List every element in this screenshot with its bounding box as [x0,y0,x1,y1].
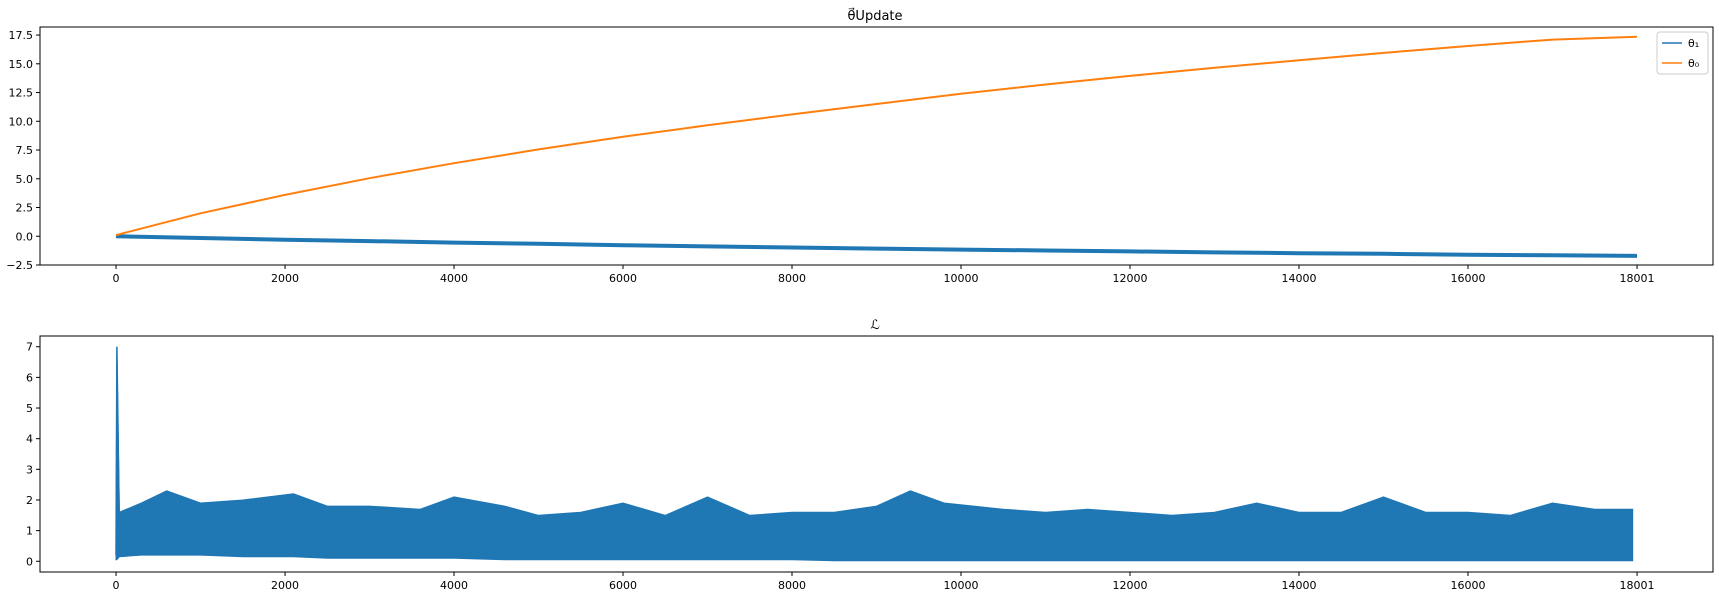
y-tick-label: 5 [26,402,33,415]
x-tick-label: 12000 [1112,272,1147,285]
y-tick-label: 4 [26,433,33,446]
legend-label-theta0: θ₀ [1688,57,1700,70]
x-tick-label: 16000 [1450,272,1485,285]
x-tick-label: 8000 [778,579,806,592]
x-tick-label: 0 [113,272,120,285]
x-axis: 0 2000 4000 6000 8000 10000 12000 14000 16000 180… [113,265,1655,285]
x-tick-label: 2000 [271,272,299,285]
loss-chart: ℒ 0 2000 4000 6000 8000 10000 12000 14000 16000 1… [26,318,1714,592]
theta-update-chart: θ⃗Update 0 2000 4000 6000 8000 10000 12000 1400… [6,8,1714,285]
y-tick-label: 1 [26,525,33,538]
x-tick-label: 18001 [1620,579,1655,592]
plot-area [115,346,1634,562]
x-tick-label: 14000 [1281,579,1316,592]
chart-title: θ⃗Update [847,8,902,24]
x-tick-label: 12000 [1112,579,1147,592]
x-tick-label: 10000 [943,272,978,285]
y-tick-label: 10.0 [9,115,34,128]
x-tick-label: 6000 [609,272,637,285]
x-tick-label: 10000 [943,579,978,592]
axes-frame [39,26,1714,266]
y-tick-label: 15.0 [9,58,34,71]
legend-label-theta1: θ₁ [1688,37,1699,50]
legend: θ₁ θ₀ [1656,31,1709,75]
y-axis: 0 1 2 3 4 5 6 7 [26,341,40,568]
x-tick-label: 4000 [440,579,468,592]
y-tick-label: 12.5 [9,87,34,100]
y-tick-label: 5.0 [16,173,34,186]
loss-band [115,346,1634,562]
y-axis: −2.5 0.0 2.5 5.0 7.5 10.0 12.5 15.0 17.5 [6,29,40,272]
plot-area [115,35,1638,258]
y-tick-label: 2 [26,494,33,507]
y-tick-label: 3 [26,463,33,476]
axes-frame [39,335,1714,573]
y-tick-label: 7 [26,341,33,354]
x-axis: 0 2000 4000 6000 8000 10000 12000 14000 16000 180… [113,572,1655,592]
x-tick-label: 2000 [271,579,299,592]
y-tick-label: −2.5 [6,259,33,272]
x-tick-label: 0 [113,579,120,592]
legend-box [1656,31,1709,75]
x-tick-label: 14000 [1281,272,1316,285]
x-tick-label: 18001 [1620,272,1655,285]
y-tick-label: 17.5 [9,29,34,42]
y-tick-label: 0.0 [16,230,34,243]
chart-title: ℒ [870,318,879,333]
y-tick-label: 0 [26,555,33,568]
y-tick-label: 6 [26,371,33,384]
x-tick-label: 6000 [609,579,637,592]
x-tick-label: 16000 [1450,579,1485,592]
y-tick-label: 7.5 [16,144,34,157]
x-tick-label: 8000 [778,272,806,285]
loss-line [115,346,1633,556]
series-line-theta0 [115,35,1638,237]
series-line-theta1 [115,234,1638,258]
y-tick-label: 2.5 [16,202,34,215]
x-tick-label: 4000 [440,272,468,285]
